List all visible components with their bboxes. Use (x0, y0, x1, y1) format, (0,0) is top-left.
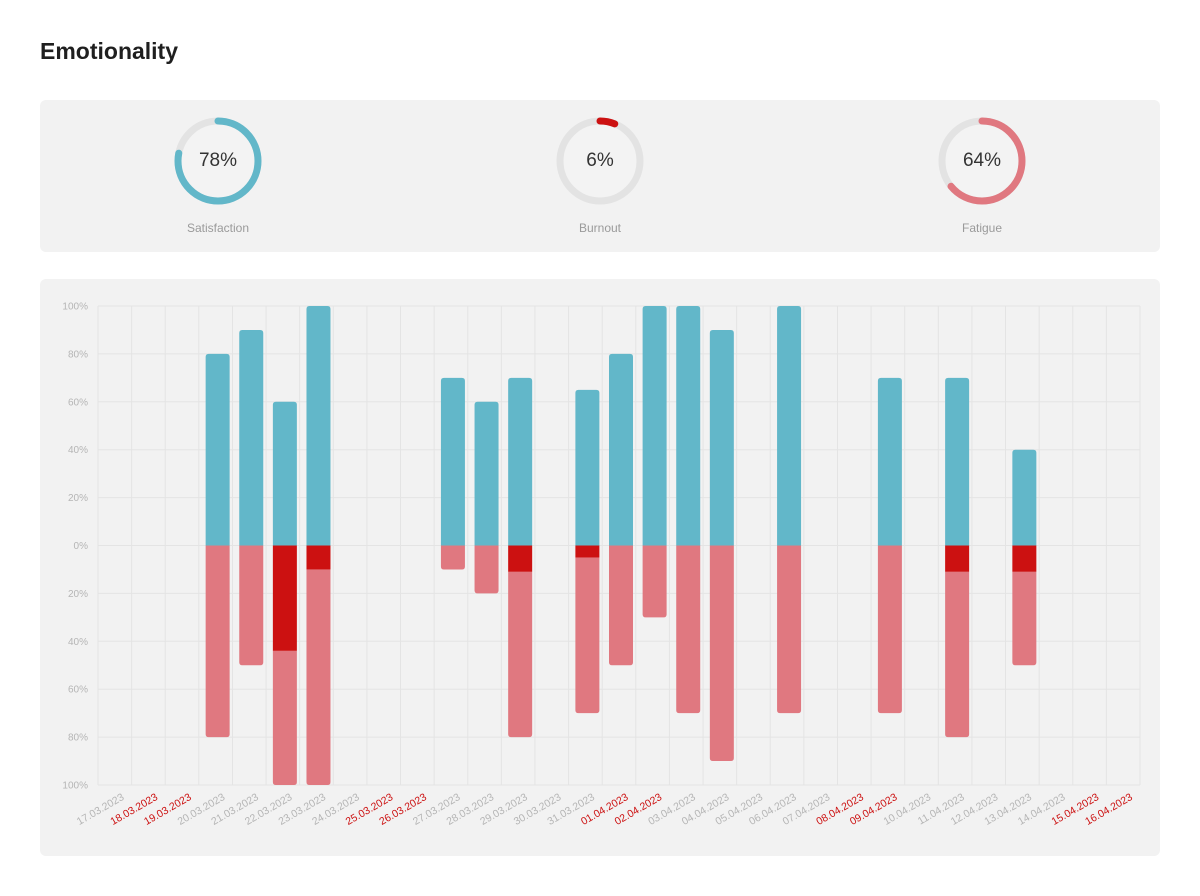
bar-negative-01.04.2023 (609, 545, 633, 666)
bar-positive-02.04.2023 (642, 306, 667, 546)
bar-negative-11.04.2023 (945, 571, 970, 738)
y-tick-label: 20% (68, 589, 88, 600)
y-tick-label: 80% (68, 349, 88, 360)
bar-negative-strong-23.03.2023 (306, 545, 331, 570)
y-tick-label: 100% (62, 781, 88, 792)
bar-negative-06.04.2023 (777, 545, 802, 714)
bar-positive-22.03.2023 (272, 401, 297, 546)
y-tick-label: 0% (74, 541, 89, 552)
gauge-arc-burnout (556, 117, 644, 205)
bar-positive-20.03.2023 (205, 353, 230, 546)
bar-positive-13.04.2023 (1012, 449, 1037, 546)
bar-negative-strong-11.04.2023 (945, 545, 970, 572)
gauge-ring-fatigue (938, 117, 1026, 205)
bar-negative-03.04.2023 (676, 545, 701, 714)
gauge-label-satisfaction: Satisfaction (186, 221, 250, 235)
bar-negative-strong-31.03.2023 (575, 545, 600, 558)
chart-panel: 100% 80% 60% 40% 20% 0% 20% 40% 60% 80% 100% 17.03.… (40, 279, 1160, 856)
y-tick-label: 60% (68, 397, 88, 408)
gauge-value-satisfaction: 78% (198, 150, 238, 171)
bar-negative-22.03.2023 (272, 650, 297, 785)
y-tick-label: 40% (68, 445, 88, 456)
bar-negative-27.03.2023 (440, 545, 465, 570)
gauge-label-fatigue: Fatigue (961, 221, 1003, 235)
page-title: Emotionality (40, 38, 179, 64)
y-tick-label: 100% (62, 302, 88, 313)
y-tick-label: 60% (68, 685, 88, 696)
bar-negative-21.03.2023 (239, 545, 264, 666)
bar-negative-02.04.2023 (642, 545, 667, 618)
gauge-ring-satisfaction (174, 117, 262, 205)
gauge-satisfaction: 78% Satisfaction (148, 116, 288, 241)
gauge-arc-fatigue (938, 117, 1026, 205)
bar-negative-29.03.2023 (508, 571, 533, 738)
bar-negative-strong-29.03.2023 (508, 545, 533, 572)
y-tick-label: 80% (68, 733, 88, 744)
gauge-fatigue: 64% Fatigue (912, 116, 1052, 241)
bar-negative-strong-22.03.2023 (272, 545, 297, 651)
bar-positive-21.03.2023 (239, 329, 264, 546)
bar-negative-strong-13.04.2023 (1012, 545, 1037, 572)
emotionality-chart: 100%80%60%40%20%0%20%40%60%80%100%17.03.… (62, 302, 1141, 828)
gauge-label-burnout: Burnout (578, 221, 622, 235)
bar-positive-04.04.2023 (709, 329, 734, 546)
bar-positive-31.03.2023 (575, 389, 600, 546)
gauge-value-fatigue: 64% (962, 150, 1002, 171)
bar-positive-09.04.2023 (877, 377, 902, 546)
bar-negative-28.03.2023 (474, 545, 499, 594)
gauge-burnout: 6% Burnout (530, 116, 670, 241)
gauge-arc-satisfaction (174, 117, 262, 205)
bar-negative-09.04.2023 (877, 545, 902, 714)
bar-negative-13.04.2023 (1012, 571, 1037, 666)
bar-positive-01.04.2023 (609, 353, 633, 546)
bar-positive-11.04.2023 (945, 377, 970, 546)
gauge-ring-burnout (556, 117, 644, 205)
bar-positive-28.03.2023 (474, 401, 499, 546)
y-tick-label: 20% (68, 493, 88, 504)
bar-negative-20.03.2023 (205, 545, 230, 738)
y-tick-label: 40% (68, 637, 88, 648)
bar-positive-03.04.2023 (676, 306, 701, 546)
bar-negative-23.03.2023 (306, 569, 331, 785)
bar-positive-06.04.2023 (777, 306, 802, 546)
bar-negative-31.03.2023 (575, 557, 600, 714)
bar-positive-27.03.2023 (440, 377, 465, 546)
bar-positive-23.03.2023 (306, 306, 331, 546)
bar-positive-29.03.2023 (508, 377, 533, 546)
gauge-value-burnout: 6% (586, 150, 614, 171)
gauges-panel: 78% Satisfaction 6% Burnout 64% Fatigue (40, 100, 1160, 252)
bar-negative-04.04.2023 (709, 545, 734, 762)
